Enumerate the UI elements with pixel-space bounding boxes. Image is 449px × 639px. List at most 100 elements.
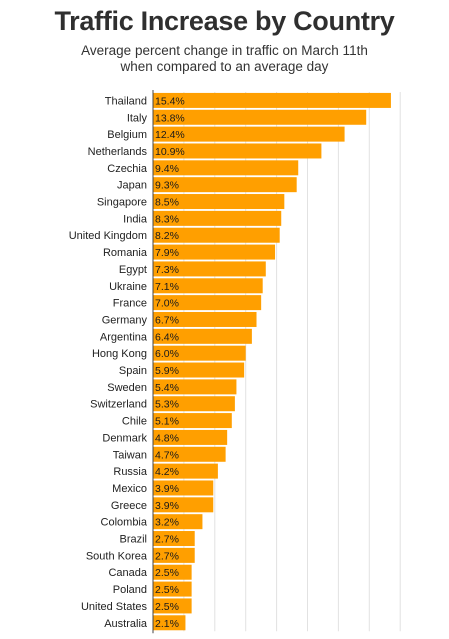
bar: [153, 429, 228, 445]
value-label: 7.9%: [155, 247, 179, 259]
bar: [153, 295, 262, 311]
bar: [153, 396, 235, 412]
value-label: 4.2%: [155, 466, 179, 478]
value-label: 8.2%: [155, 230, 179, 242]
bar: [153, 92, 391, 108]
bar: [153, 598, 192, 614]
category-label: Japan: [117, 180, 147, 192]
value-label: 15.4%: [155, 95, 185, 107]
value-label: 5.4%: [155, 382, 179, 394]
bar: [153, 160, 299, 176]
category-label: Poland: [113, 584, 147, 596]
bar: [153, 345, 246, 361]
category-label: Ukraine: [109, 281, 147, 293]
category-label: Spain: [119, 365, 147, 377]
value-label: 6.0%: [155, 348, 179, 360]
category-label: Switzerland: [90, 399, 147, 411]
value-label: 9.3%: [155, 180, 179, 192]
value-label: 2.5%: [155, 584, 179, 596]
category-label: France: [113, 298, 147, 310]
bar: [153, 126, 345, 142]
category-label: Czechia: [107, 163, 148, 175]
bar: [153, 109, 367, 125]
category-label: Chile: [122, 416, 147, 428]
value-label: 3.9%: [155, 500, 179, 512]
bar: [153, 261, 266, 277]
category-label: United States: [81, 601, 148, 613]
bar: [153, 278, 263, 294]
bar: [153, 311, 257, 327]
bar: [153, 328, 252, 344]
bar: [153, 210, 282, 226]
bar: [153, 244, 276, 260]
value-label: 3.2%: [155, 517, 179, 529]
value-label: 4.8%: [155, 432, 179, 444]
category-label: Mexico: [112, 483, 147, 495]
bar: [153, 413, 232, 429]
value-label: 2.5%: [155, 601, 179, 613]
bar: [153, 514, 203, 530]
value-label: 2.7%: [155, 534, 179, 546]
category-label: Denmark: [102, 432, 147, 444]
value-label: 2.5%: [155, 567, 179, 579]
value-label: 4.7%: [155, 449, 179, 461]
value-label: 5.9%: [155, 365, 179, 377]
value-label: 9.4%: [155, 163, 179, 175]
bar: [153, 497, 214, 513]
value-label: 7.0%: [155, 298, 179, 310]
bar: [153, 379, 237, 395]
category-label: Canada: [108, 567, 147, 579]
value-label: 8.3%: [155, 213, 179, 225]
value-label: 5.1%: [155, 416, 179, 428]
category-label: Romania: [103, 247, 148, 259]
category-label: India: [123, 213, 148, 225]
category-label: Singapore: [97, 197, 147, 209]
bar: [153, 463, 218, 479]
value-label: 5.3%: [155, 399, 179, 411]
chart-title: Traffic Increase by Country: [54, 6, 395, 36]
value-label: 13.8%: [155, 112, 185, 124]
category-label: South Korea: [86, 550, 148, 562]
value-label: 2.1%: [155, 618, 179, 630]
category-label: Sweden: [107, 382, 147, 394]
category-label: Italy: [127, 112, 148, 124]
category-label: Thailand: [105, 95, 147, 107]
subtitle-line-2: when compared to an average day: [120, 59, 329, 74]
bar: [153, 581, 192, 597]
value-label: 12.4%: [155, 129, 185, 141]
value-label: 3.9%: [155, 483, 179, 495]
bar: [153, 615, 186, 631]
category-label: Taiwan: [113, 449, 147, 461]
value-label: 2.7%: [155, 550, 179, 562]
value-label: 6.4%: [155, 331, 179, 343]
bar: [153, 227, 280, 243]
value-label: 10.9%: [155, 146, 185, 158]
category-label: Greece: [111, 500, 147, 512]
bar: [153, 362, 245, 378]
subtitle-line-1: Average percent change in traffic on Mar…: [81, 43, 368, 58]
category-label: Germany: [102, 314, 148, 326]
category-label: Russia: [113, 466, 148, 478]
category-label: Belgium: [107, 129, 147, 141]
value-label: 7.1%: [155, 281, 179, 293]
category-label: Argentina: [100, 331, 148, 343]
value-label: 7.3%: [155, 264, 179, 276]
category-label: Brazil: [119, 534, 147, 546]
chart-subtitle: Average percent change in traffic on Mar…: [0, 43, 449, 75]
category-label: Netherlands: [88, 146, 148, 158]
bar: [153, 177, 297, 193]
value-label: 8.5%: [155, 197, 179, 209]
value-label: 6.7%: [155, 314, 179, 326]
category-label: Hong Kong: [92, 348, 147, 360]
bar: [153, 480, 214, 496]
bar: [153, 547, 195, 563]
category-label: Australia: [104, 618, 148, 630]
bar: [153, 143, 322, 159]
category-label: Colombia: [101, 517, 148, 529]
bar: [153, 531, 195, 547]
bar: [153, 194, 285, 210]
bar: [153, 446, 226, 462]
category-label: Egypt: [119, 264, 147, 276]
bar: [153, 564, 192, 580]
